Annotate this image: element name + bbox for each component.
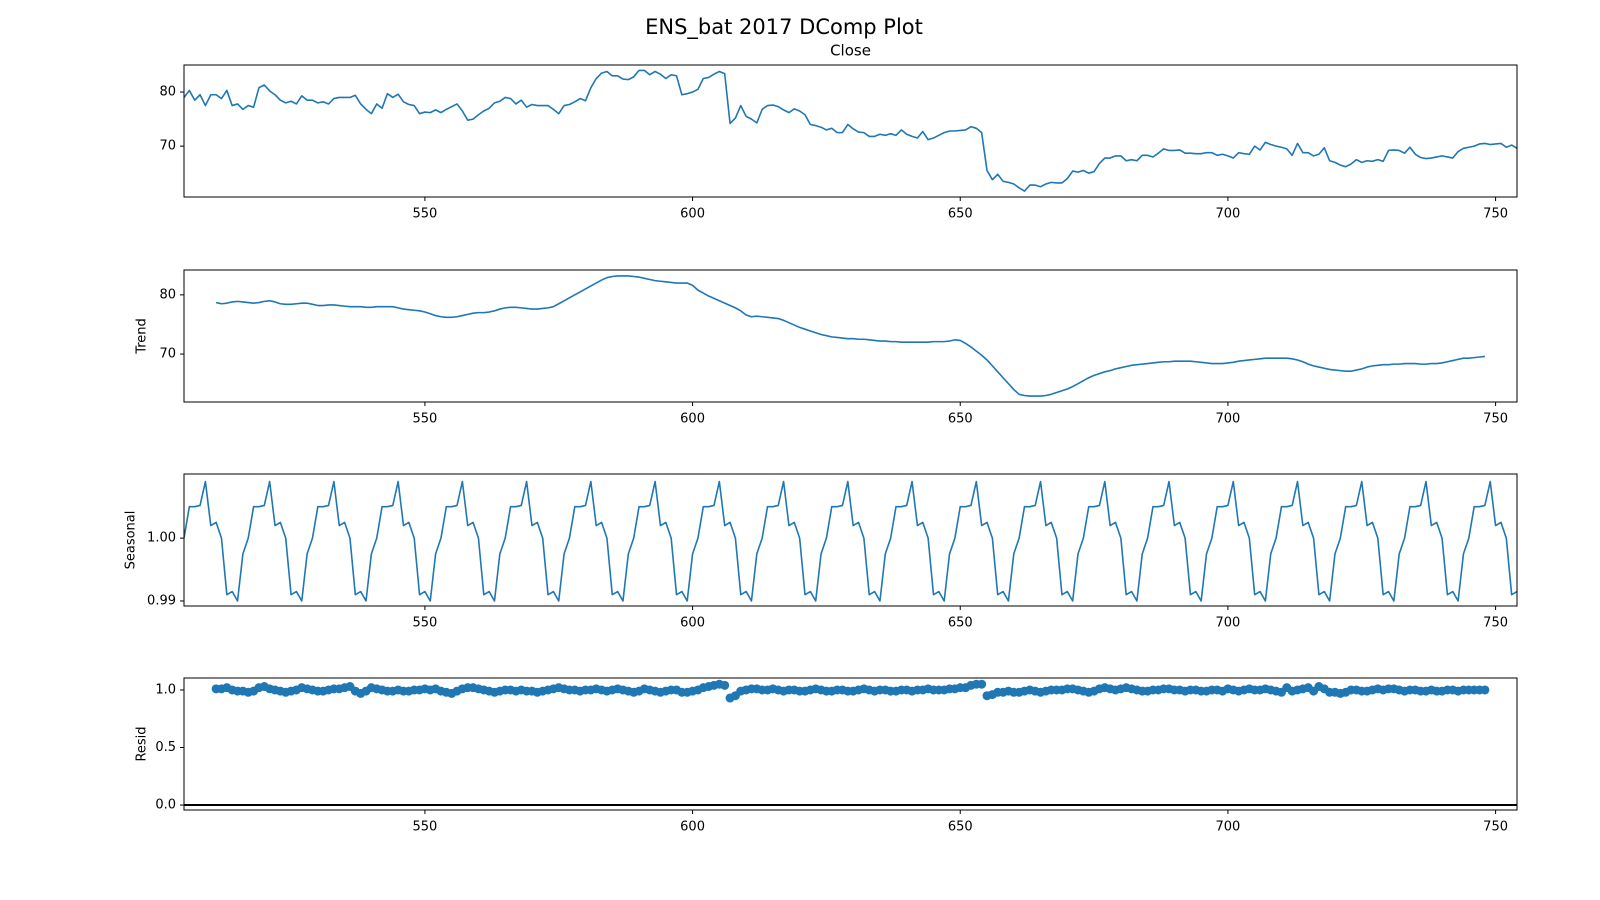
- x-tick-label: 750: [1483, 207, 1508, 222]
- x-tick-label: 750: [1483, 616, 1508, 631]
- resid-point: [977, 679, 987, 689]
- y-axis-label: Trend: [135, 318, 150, 355]
- x-tick-label: 600: [680, 616, 705, 631]
- axes-frame: [183, 473, 1518, 607]
- axes-frame: [183, 269, 1518, 403]
- series-line: [184, 480, 1517, 602]
- figure-title: ENS_bat 2017 DComp Plot: [645, 15, 923, 40]
- x-tick-label: 700: [1216, 616, 1241, 631]
- axes-frame: [183, 64, 1518, 198]
- x-tick-label: 600: [680, 412, 705, 427]
- x-tick-label: 650: [948, 616, 973, 631]
- x-tick-label: 600: [680, 820, 705, 835]
- x-tick-label: 650: [948, 820, 973, 835]
- y-tick-label: 0.5: [155, 740, 176, 755]
- y-tick-label: 80: [159, 85, 176, 100]
- x-tick-label: 550: [412, 412, 437, 427]
- resid-point: [1480, 685, 1490, 695]
- y-tick-label: 70: [159, 139, 176, 154]
- series-line: [215, 275, 1485, 397]
- x-tick-label: 550: [412, 207, 437, 222]
- y-tick-label: 1.0: [155, 682, 176, 697]
- y-axis-label: Resid: [135, 726, 150, 761]
- x-tick-label: 550: [412, 616, 437, 631]
- x-tick-label: 700: [1216, 820, 1241, 835]
- y-axis-label: Seasonal: [124, 511, 139, 570]
- x-tick-label: 650: [948, 412, 973, 427]
- y-tick-label: 80: [159, 287, 176, 302]
- panel: 550 600 650 700 750 70 80 Close: [159, 42, 1518, 222]
- panel-title: Close: [830, 42, 871, 60]
- x-tick-label: 550: [412, 820, 437, 835]
- panel: 550 600 650 700 750 70 80 Trend: [135, 269, 1518, 427]
- y-tick-label: 70: [159, 347, 176, 362]
- panel: 550 600 650 700 750 0.0 0.5 1.0 Resid: [135, 677, 1518, 835]
- x-tick-label: 700: [1216, 207, 1241, 222]
- y-tick-label: 0.0: [155, 798, 176, 813]
- axes-frame: [183, 677, 1518, 811]
- x-tick-label: 750: [1483, 412, 1508, 427]
- y-tick-label: 1.00: [147, 531, 176, 546]
- panel: 550 600 650 700 750 0.99 1.00 Seasonal: [124, 473, 1518, 631]
- x-tick-label: 750: [1483, 820, 1508, 835]
- resid-point: [720, 680, 730, 690]
- x-tick-label: 600: [680, 207, 705, 222]
- y-tick-label: 0.99: [147, 593, 176, 608]
- x-tick-label: 700: [1216, 412, 1241, 427]
- x-tick-label: 650: [948, 207, 973, 222]
- series-line: [184, 69, 1517, 192]
